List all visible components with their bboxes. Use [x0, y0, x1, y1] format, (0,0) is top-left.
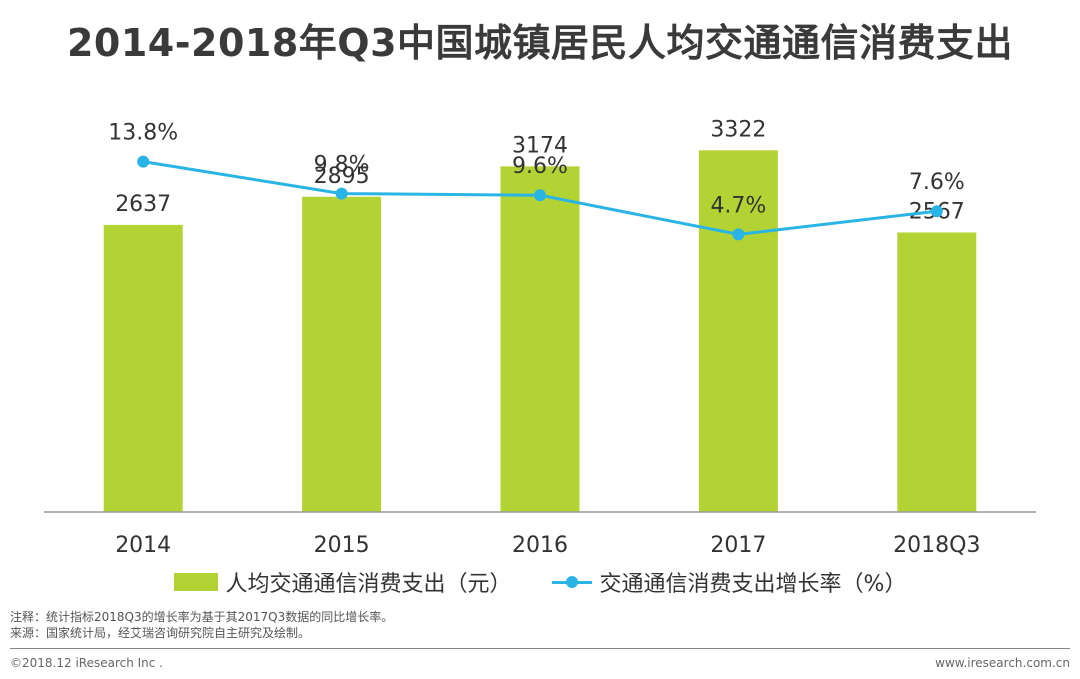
legend-line-label: 交通通信消费支出增长率（%） [599, 572, 907, 597]
legend-bar-swatch [173, 573, 218, 591]
legend-line-swatch [551, 573, 592, 591]
line-point [335, 187, 348, 200]
line-point [534, 189, 546, 202]
legend-bar-label: 人均交通通信消费支出（元） [225, 572, 512, 597]
line-value-label: 7.6% [909, 170, 965, 195]
chart-title: 2014-2018年Q3中国城镇居民人均交通通信消费支出 [66, 21, 1014, 65]
copyright-text: ©2018.12 iResearch Inc . [10, 656, 163, 670]
website-link[interactable]: www.iresearch.com.cn [935, 656, 1070, 670]
source-text: 来源：国家统计局，经艾瑞咨询研究院自主研究及绘制。 [10, 626, 311, 640]
line-value-label: 9.8% [314, 153, 370, 178]
line-point [732, 228, 745, 241]
chart-legend: 人均交通通信消费支出（元） 交通通信消费支出增长率（%） [0, 566, 1080, 598]
bar [500, 166, 580, 513]
x-tick-label: 2018Q3 [893, 533, 980, 558]
bar [302, 196, 382, 512]
chart-notes: 注释：统计指标2018Q3的增长率为基于其2017Q3数据的同比增长率。 来源：… [10, 609, 393, 641]
line-value-label: 4.7% [710, 193, 766, 218]
footer-divider [10, 648, 1070, 649]
bar-value-label: 3174 [512, 133, 568, 158]
bar-value-label: 2895 [314, 164, 370, 189]
x-tick-label: 2015 [314, 533, 370, 558]
line-point [930, 205, 943, 218]
bar-value-label: 2637 [115, 192, 171, 217]
bar-value-label: 3322 [710, 117, 766, 142]
bar [698, 150, 778, 512]
x-tick-label: 2014 [115, 533, 171, 558]
x-tick-label: 2017 [710, 533, 766, 558]
bar [103, 224, 183, 513]
x-tick-label: 2016 [512, 533, 568, 558]
line-value-label: 13.8% [108, 121, 178, 146]
bar [897, 232, 977, 512]
line-value-label: 9.6% [512, 154, 568, 179]
line-point [137, 155, 150, 168]
legend-item-line: 交通通信消费支出增长率（%） [551, 566, 907, 598]
legend-item-bar: 人均交通通信消费支出（元） [173, 566, 512, 598]
note-text: 注释：统计指标2018Q3的增长率为基于其2017Q3数据的同比增长率。 [10, 610, 394, 624]
